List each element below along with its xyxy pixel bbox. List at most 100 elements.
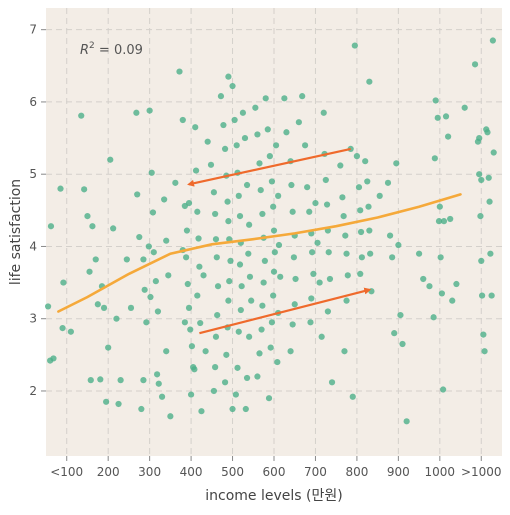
data-point [236, 261, 244, 268]
data-point [281, 95, 288, 102]
data-point [480, 331, 487, 338]
x-axis-title: income levels (만원) [205, 488, 342, 504]
data-point [163, 348, 170, 355]
data-point [188, 343, 196, 350]
data-point [471, 61, 479, 68]
data-point [115, 400, 122, 408]
data-point [86, 268, 93, 275]
data-point [310, 270, 317, 278]
data-point [453, 280, 460, 288]
data-point [254, 131, 261, 138]
data-point [229, 82, 236, 90]
data-point [212, 210, 219, 218]
data-point [210, 387, 217, 395]
data-point [364, 178, 371, 185]
data-point [308, 295, 315, 302]
data-point [148, 169, 155, 176]
data-point [225, 218, 232, 225]
x-tick-label: 400 [180, 465, 203, 479]
data-point [133, 109, 140, 116]
data-point [94, 301, 101, 308]
data-point [337, 162, 344, 169]
data-point [103, 398, 110, 405]
data-point [194, 208, 201, 215]
data-point [272, 142, 280, 149]
data-point [258, 326, 265, 333]
data-point [344, 272, 351, 279]
y-tick-labels: 2 3 4 5 6 7 [29, 23, 46, 398]
data-point [318, 333, 325, 340]
data-point [113, 315, 120, 322]
data-point [277, 273, 284, 280]
data-point [309, 249, 316, 256]
data-point [349, 393, 356, 400]
data-point [194, 292, 201, 299]
data-point [292, 275, 299, 283]
data-point [434, 114, 441, 121]
data-point [47, 223, 55, 230]
data-point [245, 250, 252, 257]
data-point [127, 304, 135, 311]
y-tick-label: 2 [29, 384, 37, 398]
y-tick-label: 3 [29, 312, 37, 326]
data-point [50, 355, 57, 362]
data-point [291, 301, 298, 308]
data-point [237, 306, 244, 314]
x-tick-label: 500 [221, 465, 244, 479]
data-point [343, 250, 350, 257]
data-point [202, 348, 209, 355]
data-point [270, 203, 277, 210]
data-point [432, 97, 439, 104]
data-point [478, 176, 485, 184]
data-point [326, 275, 334, 283]
data-point [246, 273, 254, 280]
data-point [268, 178, 276, 185]
data-point [384, 179, 392, 186]
y-tick-label: 5 [29, 167, 37, 181]
data-point [449, 297, 456, 304]
data-point [196, 263, 203, 270]
data-point [158, 393, 166, 400]
data-point [270, 268, 278, 275]
data-point [437, 254, 444, 261]
data-point [262, 95, 269, 102]
data-point [163, 237, 170, 244]
data-point [314, 239, 321, 246]
data-point [243, 374, 251, 382]
y-axis-title: life satisfaction [8, 179, 24, 285]
x-tick-label: 600 [263, 465, 286, 479]
data-point [97, 376, 104, 383]
x-tick-label: 800 [345, 465, 368, 479]
data-point [438, 290, 445, 297]
data-point [110, 225, 117, 232]
data-point [184, 280, 191, 288]
data-point [191, 366, 198, 373]
data-point [415, 250, 423, 257]
data-point [355, 184, 363, 191]
data-point [161, 196, 168, 203]
data-point [430, 314, 437, 321]
data-point [200, 272, 207, 279]
x-tick-label: <100 [50, 465, 83, 479]
data-point [289, 208, 296, 215]
data-point [270, 292, 277, 299]
data-point [367, 250, 374, 257]
data-point [198, 408, 205, 415]
data-point [134, 191, 141, 198]
data-point [81, 186, 88, 193]
data-point [261, 257, 268, 265]
data-point [342, 232, 349, 239]
x-tick-label: 900 [387, 465, 410, 479]
x-tick-label: 1000 [425, 465, 456, 479]
trend-arrow [187, 147, 351, 187]
data-point [235, 192, 242, 199]
data-point [234, 364, 241, 371]
data-point [192, 167, 200, 174]
data-point [232, 391, 239, 398]
data-point [440, 386, 447, 393]
data-point [225, 73, 232, 80]
data-point [241, 134, 249, 142]
data-point [185, 304, 193, 311]
data-point [341, 348, 348, 355]
